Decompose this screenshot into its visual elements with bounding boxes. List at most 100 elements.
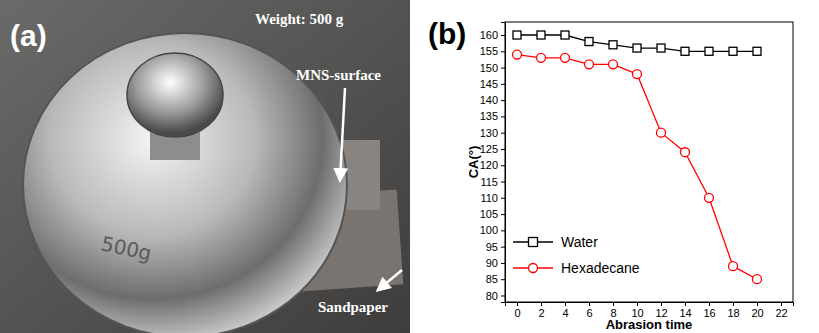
y-tick-label: 100 bbox=[480, 224, 498, 236]
arrow bbox=[340, 88, 345, 180]
y-tick-label: 145 bbox=[480, 78, 498, 90]
x-tick-mark bbox=[781, 302, 782, 306]
y-tick-label: 155 bbox=[480, 45, 498, 57]
arrow bbox=[378, 270, 402, 290]
series-marker bbox=[537, 31, 545, 39]
x-tick-mark bbox=[637, 302, 638, 306]
series-marker bbox=[633, 70, 642, 79]
x-tick-mark bbox=[661, 302, 662, 306]
y-tick-mark bbox=[501, 295, 505, 296]
x-tick-label: 4 bbox=[562, 307, 568, 319]
y-tick: 100 bbox=[480, 224, 505, 236]
y-tick: 150 bbox=[480, 62, 505, 74]
series bbox=[513, 31, 761, 55]
legend-marker bbox=[529, 264, 538, 273]
x-tick: 22 bbox=[775, 302, 787, 319]
legend-label: Hexadecane bbox=[561, 260, 640, 276]
y-tick-label: 150 bbox=[480, 62, 498, 74]
series-line bbox=[517, 55, 757, 280]
x-axis-line bbox=[506, 303, 794, 307]
y-tick-label: 90 bbox=[486, 257, 498, 269]
y-tick: 115 bbox=[480, 176, 505, 188]
series-marker bbox=[753, 275, 762, 284]
series-marker bbox=[633, 44, 641, 52]
y-tick-label: 115 bbox=[480, 176, 498, 188]
x-tick-label: 6 bbox=[586, 307, 592, 319]
series-marker bbox=[513, 31, 521, 39]
y-tick-label: 140 bbox=[480, 94, 498, 106]
y-tick: 130 bbox=[480, 127, 505, 139]
y-axis-line bbox=[501, 23, 506, 303]
chart-background bbox=[418, 0, 819, 333]
y-tick: 80 bbox=[486, 290, 505, 302]
panel-label: (a) bbox=[10, 19, 47, 52]
figure: (a)Weight: 500 gMNS-surfaceSandpaper500g… bbox=[0, 0, 819, 333]
series bbox=[513, 50, 762, 284]
x-tick-mark bbox=[757, 302, 758, 306]
y-tick-mark bbox=[501, 68, 505, 69]
y-axis: 8085909510010511011512012513013514014515… bbox=[480, 23, 506, 303]
series-marker bbox=[657, 128, 666, 137]
y-tick-mark bbox=[501, 165, 505, 166]
x-tick: 18 bbox=[727, 302, 739, 319]
x-tick: 20 bbox=[751, 302, 763, 319]
x-tick-mark bbox=[517, 302, 518, 306]
x-tick: 0 bbox=[514, 302, 520, 319]
y-tick-mark bbox=[501, 35, 505, 36]
y-tick-mark bbox=[501, 279, 505, 280]
chart-title: (b) bbox=[428, 17, 466, 50]
y-tick-label: 80 bbox=[486, 290, 498, 302]
series-marker bbox=[705, 193, 714, 202]
y-tick-mark bbox=[501, 198, 505, 199]
x-tick: 4 bbox=[562, 302, 568, 319]
x-tick-label: 20 bbox=[751, 307, 763, 319]
y-tick: 125 bbox=[480, 143, 505, 155]
y-tick-mark bbox=[501, 84, 505, 85]
x-tick-mark bbox=[589, 302, 590, 306]
series-marker bbox=[657, 44, 665, 52]
y-tick-mark bbox=[501, 149, 505, 150]
series-marker bbox=[753, 47, 761, 55]
y-tick: 105 bbox=[480, 208, 505, 220]
series-marker bbox=[585, 60, 594, 69]
y-tick-label: 130 bbox=[480, 127, 498, 139]
y-tick-label: 160 bbox=[480, 29, 498, 41]
x-tick: 2 bbox=[538, 302, 544, 319]
x-tick-mark bbox=[565, 302, 566, 306]
y-tick: 120 bbox=[480, 159, 505, 171]
legend-entry: Hexadecane bbox=[513, 260, 640, 276]
y-tick: 155 bbox=[480, 45, 505, 57]
x-tick-label: 2 bbox=[538, 307, 544, 319]
y-tick: 145 bbox=[480, 78, 505, 90]
series-marker bbox=[513, 50, 522, 59]
series-marker bbox=[561, 31, 569, 39]
legend-entry: Water bbox=[513, 234, 598, 250]
legend: Water Hexadecane bbox=[513, 234, 640, 276]
y-tick: 95 bbox=[486, 241, 505, 253]
series-marker bbox=[729, 47, 737, 55]
sandpaper-label: Sandpaper bbox=[318, 299, 388, 315]
y-tick-mark bbox=[501, 133, 505, 134]
weight-text: Weight: 500 g bbox=[255, 11, 344, 27]
series-marker bbox=[705, 47, 713, 55]
y-axis-title: CA(°) bbox=[466, 146, 481, 179]
series-marker bbox=[585, 38, 593, 46]
y-tick-mark bbox=[501, 230, 505, 231]
y-tick-mark bbox=[501, 51, 505, 52]
y-tick: 90 bbox=[486, 257, 505, 269]
y-tick-label: 85 bbox=[486, 273, 498, 285]
x-tick: 6 bbox=[586, 302, 592, 319]
y-tick-mark bbox=[501, 182, 505, 183]
photo-panel: (a)Weight: 500 gMNS-surfaceSandpaper500g bbox=[0, 0, 410, 333]
series-marker bbox=[537, 53, 546, 62]
y-tick-mark bbox=[501, 214, 505, 215]
y-tick: 85 bbox=[486, 273, 505, 285]
y-tick-mark bbox=[501, 263, 505, 264]
x-tick-mark bbox=[709, 302, 710, 306]
x-tick-mark bbox=[733, 302, 734, 306]
y-tick-label: 125 bbox=[480, 143, 498, 155]
x-tick-mark bbox=[685, 302, 686, 306]
series-marker bbox=[681, 148, 690, 157]
chart-panel: (b)0246810121416182022808590951001051101… bbox=[418, 0, 819, 333]
x-tick-label: 16 bbox=[703, 307, 715, 319]
